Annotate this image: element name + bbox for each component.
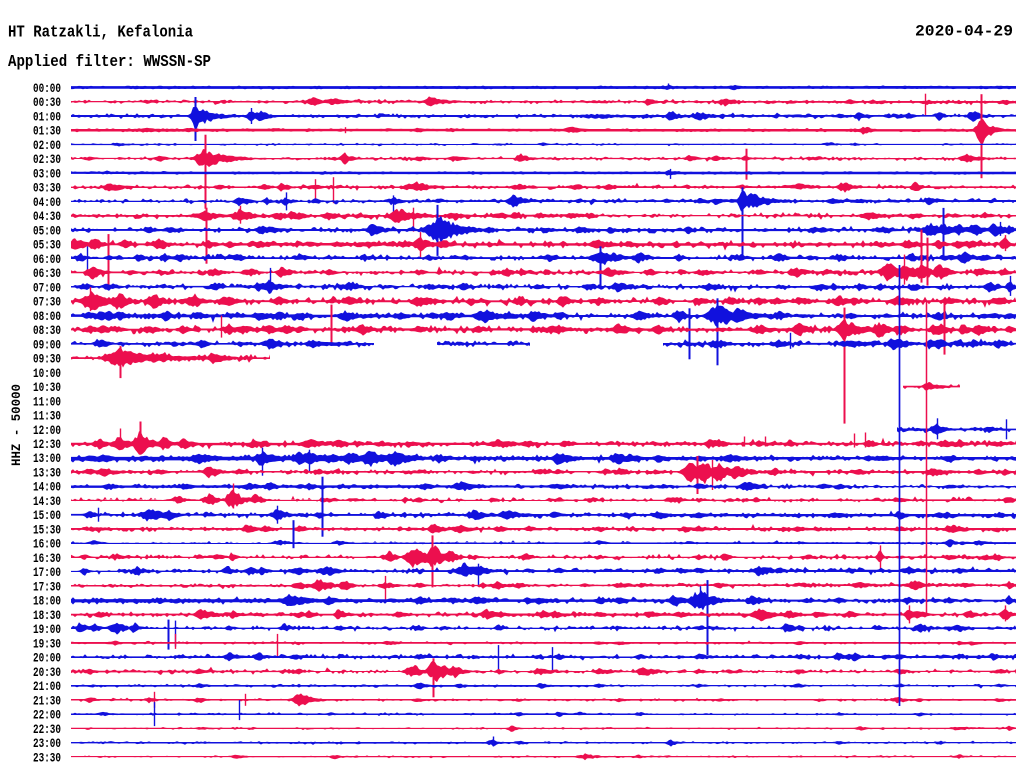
svg-text:07:00: 07:00 (33, 281, 61, 295)
svg-text:15:00: 15:00 (33, 509, 61, 523)
svg-text:Applied filter: WWSSN-SP: Applied filter: WWSSN-SP (8, 53, 211, 72)
svg-text:17:30: 17:30 (33, 580, 61, 594)
svg-text:12:00: 12:00 (33, 424, 61, 438)
svg-text:22:00: 22:00 (33, 709, 61, 723)
svg-text:HT Ratzakli, Kefalonia: HT Ratzakli, Kefalonia (8, 24, 193, 43)
svg-text:05:00: 05:00 (33, 224, 61, 238)
svg-text:00:00: 00:00 (33, 82, 61, 96)
svg-text:13:00: 13:00 (33, 452, 61, 466)
svg-text:22:30: 22:30 (33, 723, 61, 737)
svg-text:11:30: 11:30 (33, 410, 61, 424)
svg-text:23:30: 23:30 (33, 751, 61, 765)
svg-text:20:00: 20:00 (33, 652, 61, 666)
svg-text:13:30: 13:30 (33, 467, 61, 481)
svg-text:16:30: 16:30 (33, 552, 61, 566)
svg-text:09:30: 09:30 (33, 353, 61, 367)
svg-text:21:00: 21:00 (33, 680, 61, 694)
svg-text:09:00: 09:00 (33, 338, 61, 352)
svg-text:15:30: 15:30 (33, 523, 61, 537)
svg-text:02:30: 02:30 (33, 153, 61, 167)
svg-text:14:30: 14:30 (33, 495, 61, 509)
svg-text:00:30: 00:30 (33, 96, 61, 110)
svg-text:18:30: 18:30 (33, 609, 61, 623)
svg-text:08:00: 08:00 (33, 310, 61, 324)
svg-text:16:00: 16:00 (33, 538, 61, 552)
svg-text:04:00: 04:00 (33, 196, 61, 210)
svg-text:2020-04-29: 2020-04-29 (915, 23, 1013, 41)
svg-text:11:00: 11:00 (33, 395, 61, 409)
svg-text:14:00: 14:00 (33, 481, 61, 495)
svg-text:23:00: 23:00 (33, 737, 61, 751)
svg-text:19:30: 19:30 (33, 637, 61, 651)
svg-text:20:30: 20:30 (33, 666, 61, 680)
svg-text:03:00: 03:00 (33, 167, 61, 181)
svg-text:03:30: 03:30 (33, 182, 61, 196)
svg-text:21:30: 21:30 (33, 694, 61, 708)
svg-text:18:00: 18:00 (33, 595, 61, 609)
svg-text:07:30: 07:30 (33, 296, 61, 310)
svg-text:17:00: 17:00 (33, 566, 61, 580)
svg-text:06:00: 06:00 (33, 253, 61, 267)
svg-text:10:30: 10:30 (33, 381, 61, 395)
svg-text:08:30: 08:30 (33, 324, 61, 338)
svg-text:01:00: 01:00 (33, 111, 61, 125)
svg-text:01:30: 01:30 (33, 125, 61, 139)
svg-text:06:30: 06:30 (33, 267, 61, 281)
svg-text:19:00: 19:00 (33, 623, 61, 637)
svg-text:HHZ - 50000: HHZ - 50000 (9, 384, 24, 466)
svg-text:02:00: 02:00 (33, 139, 61, 153)
svg-text:12:30: 12:30 (33, 438, 61, 452)
svg-text:05:30: 05:30 (33, 239, 61, 253)
svg-text:10:00: 10:00 (33, 367, 61, 381)
svg-text:04:30: 04:30 (33, 210, 61, 224)
